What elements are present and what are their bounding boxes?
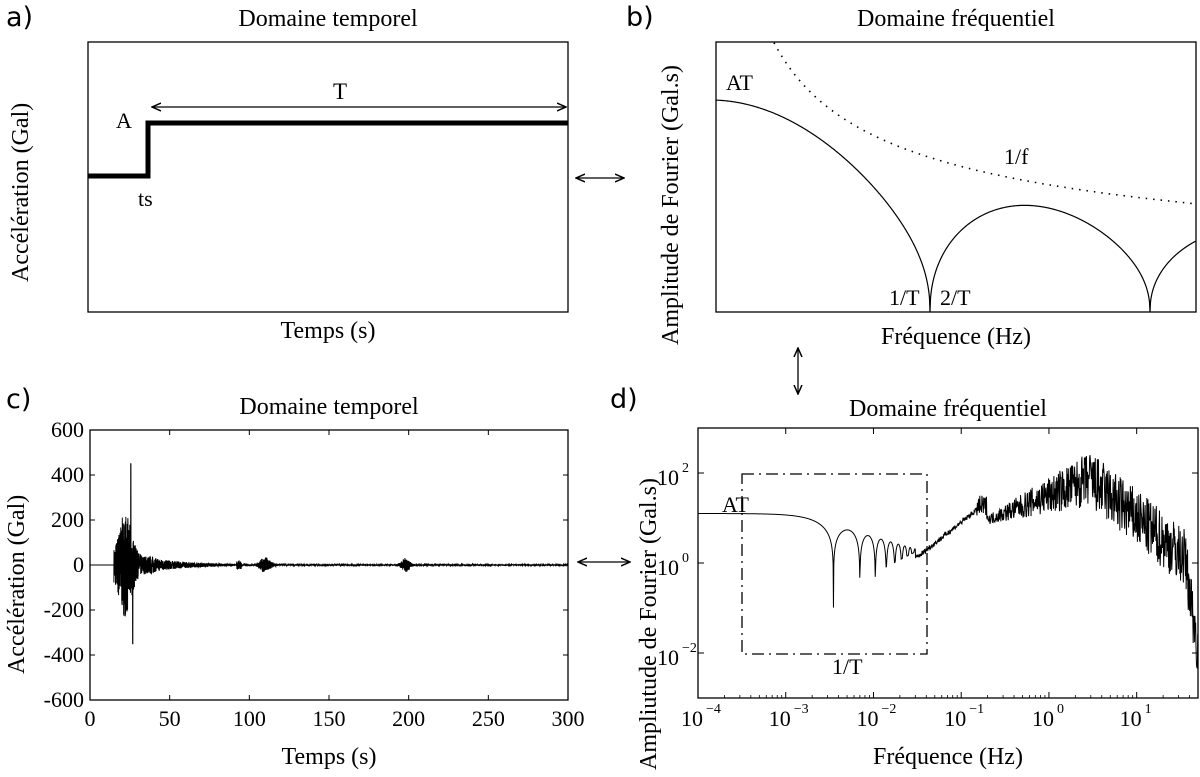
panel-a-axes-box (87, 41, 569, 313)
x-tick-label: 10 (856, 706, 878, 731)
x-tick-label: 50 (159, 706, 181, 731)
x-tick-label: 250 (472, 706, 505, 731)
panel-b-xlabel: Fréquence (Hz) (881, 324, 1031, 350)
panel-c-title: Domaine temporel (239, 394, 419, 420)
panel-b-letter: b) (626, 2, 654, 33)
label-AT-d: AT (722, 492, 749, 517)
y-tick-exponent: 2 (682, 461, 689, 476)
fourier-spectrum-line (698, 454, 1199, 669)
panel-d-xlabel: Fréquence (Hz) (873, 744, 1023, 770)
label-A: A (116, 108, 132, 133)
label-inv-T-d: 1/T (832, 654, 863, 679)
y-tick-exponent: 0 (682, 551, 689, 566)
y-tick-label: 10 (657, 645, 679, 670)
x-tick-label: 200 (392, 706, 425, 731)
x-tick-exponent: 0 (1057, 702, 1064, 717)
y-tick-label: 0 (73, 552, 84, 577)
x-tick-exponent: −3 (794, 702, 809, 717)
panel-a-letter: a) (6, 2, 34, 33)
x-tick-label: 10 (681, 706, 703, 731)
label-2-T: 2/T (940, 285, 971, 310)
panel-d-letter: d) (610, 384, 638, 415)
x-tick-label: 0 (85, 706, 96, 731)
x-tick-label: 10 (1032, 706, 1054, 731)
x-tick-exponent: −1 (969, 702, 984, 717)
label-inv-T-b: 1/T (889, 285, 920, 310)
y-tick-label: 10 (657, 555, 679, 580)
panel-c-letter: c) (6, 384, 32, 415)
x-tick-exponent: 1 (1145, 702, 1152, 717)
panel-b-axes-box (715, 41, 1197, 313)
zoom-box (741, 473, 928, 655)
y-tick-label: -600 (44, 687, 84, 712)
label-AT-b: AT (726, 70, 753, 95)
x-tick-exponent: −2 (881, 702, 896, 717)
label-T: T (333, 79, 347, 104)
x-tick-label: 10 (944, 706, 966, 731)
panel-d: 10 −4 10 −3 10 −2 10 −1 10 0 10 110 210 010 −2 AT 1/T (657, 427, 1199, 731)
panel-a-xlabel: Temps (s) (280, 318, 376, 344)
x-tick-exponent: −4 (706, 702, 721, 717)
one-over-f-envelope (773, 42, 1196, 205)
panel-c: 0 50 100 150 200 250 300 600 400 200 0 -200 -400 -600 (44, 417, 585, 731)
y-tick-label: 600 (51, 417, 84, 442)
panel-b-title: Domaine fréquentiel (857, 6, 1055, 32)
sinc-spectrum-line (716, 99, 1197, 313)
y-tick-label: -400 (44, 642, 84, 667)
panel-a-title: Domaine temporel (238, 6, 418, 32)
label-ts: ts (138, 186, 153, 211)
panel-c-xlabel: Temps (s) (281, 744, 377, 770)
label-inv-f: 1/f (1004, 144, 1029, 169)
y-tick-label: 10 (657, 465, 679, 490)
panel-b: AT 1/f 1/T 2/T (715, 41, 1197, 313)
x-tick-label: 300 (552, 706, 585, 731)
y-tick-label: -200 (44, 597, 84, 622)
step-signal-line (88, 120, 568, 179)
x-tick-label: 10 (769, 706, 791, 731)
y-tick-label: 400 (51, 462, 84, 487)
y-tick-exponent: −2 (682, 641, 697, 656)
x-tick-label: 150 (313, 706, 346, 731)
panel-a: T A ts (87, 41, 569, 313)
x-tick-label: 10 (1120, 706, 1142, 731)
accelerogram-line (90, 463, 569, 645)
y-tick-label: 200 (51, 507, 84, 532)
panel-d-axes-box (697, 427, 1199, 699)
x-tick-label: 100 (233, 706, 266, 731)
panel-d-title: Domaine fréquentiel (849, 396, 1047, 422)
